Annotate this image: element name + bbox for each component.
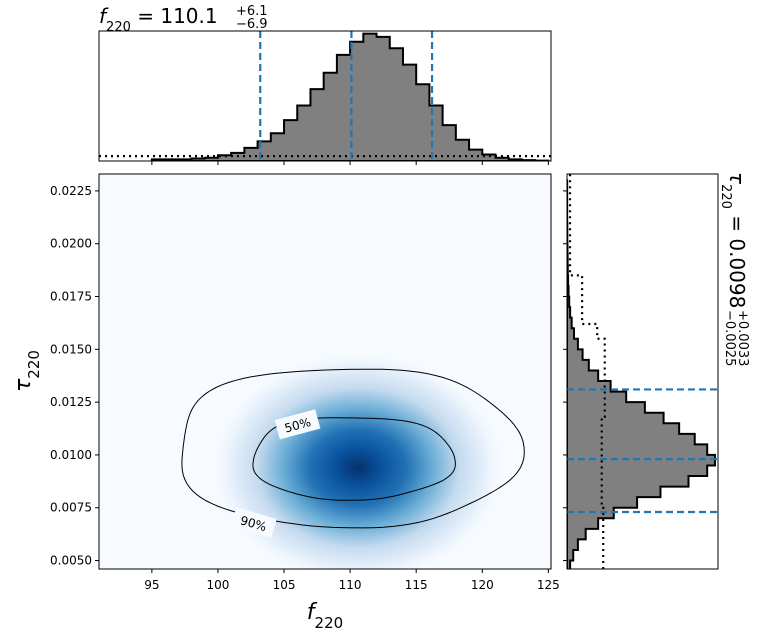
joint-density-panel: 50%90% 95 100 105 110 115 120 125 0.0050 0.0075 0… xyxy=(11,173,560,632)
x-axis-symbol: f xyxy=(307,600,318,625)
contour-label-bg-1 xyxy=(230,507,277,539)
x-tick-label-4: 115 xyxy=(405,578,428,592)
x-tick-label-5: 120 xyxy=(471,578,494,592)
joint-panel-frame xyxy=(98,173,552,570)
top-title-lower-error: −6.9 xyxy=(236,17,268,32)
y-tick-label-3: 0.0125 xyxy=(50,395,92,409)
top-title-symbol: f xyxy=(99,4,109,28)
contour-label-bg-0 xyxy=(274,409,321,440)
right-panel-ticks xyxy=(563,190,567,562)
right-panel-title-group: τ220 = 0.0098 +0.0033 −0.0025 xyxy=(719,172,751,366)
x-tick-label-3: 110 xyxy=(339,578,362,592)
x-tick-label-1: 100 xyxy=(206,578,229,592)
y-tick-label-5: 0.0175 xyxy=(50,290,92,304)
top-panel-ticks xyxy=(151,161,549,165)
y-tick-label-0: 0.0050 xyxy=(50,554,92,568)
y-tick-label-6: 0.0200 xyxy=(50,237,92,251)
y-axis-label-group: τ220 xyxy=(11,350,43,392)
contour-line-0 xyxy=(252,417,456,501)
top-title-value: = 110.1 xyxy=(131,4,218,28)
right-title-symbol: τ xyxy=(725,172,749,185)
y-tick-label-7: 0.0225 xyxy=(50,184,92,198)
y-axis-subscript: 220 xyxy=(25,350,43,379)
right-histogram-marks xyxy=(567,174,718,569)
y-axis-label: τ220 xyxy=(11,350,43,392)
right-panel-title: τ220 = 0.0098 xyxy=(719,172,750,308)
right-title-upper-error: +0.0033 xyxy=(735,310,750,366)
y-axis-symbol: τ xyxy=(11,378,36,392)
x-tick-label-6: 125 xyxy=(537,578,560,592)
right-panel-frame xyxy=(566,173,719,570)
right-marginal-panel: τ220 = 0.0098 +0.0033 −0.0025 xyxy=(563,172,751,570)
top-panel-frame xyxy=(98,30,552,162)
top-marginal-panel: f220 = 110.1 +6.1 −6.9 xyxy=(98,4,552,165)
x-tick-label-0: 95 xyxy=(144,578,159,592)
contour-label-0: 50% xyxy=(283,415,312,435)
top-histogram-bars xyxy=(150,32,550,161)
contour-line-1 xyxy=(181,368,525,529)
y-tick-label-2: 0.0100 xyxy=(50,448,92,462)
right-histogram-bars xyxy=(567,179,716,569)
right-title-value: = 0.0098 xyxy=(725,209,749,308)
x-axis-label: f220 xyxy=(307,600,343,632)
y-tick-label-4: 0.0150 xyxy=(50,342,92,356)
top-title-subscript: 220 xyxy=(106,20,131,35)
x-tick-label-2: 105 xyxy=(273,578,296,592)
top-panel-title: f220 = 110.1 xyxy=(99,4,218,35)
top-title-upper-error: +6.1 xyxy=(236,4,268,19)
x-axis-subscript: 220 xyxy=(315,614,344,632)
top-histogram-marks xyxy=(99,31,551,161)
credible-contours: 50%90% xyxy=(181,368,525,539)
right-title-subscript: 220 xyxy=(719,184,734,209)
y-tick-label-1: 0.0075 xyxy=(50,501,92,515)
right-title-lower-error: −0.0025 xyxy=(722,310,737,366)
density-heatmap xyxy=(208,349,508,569)
joint-panel-ticks: 95 100 105 110 115 120 125 0.0050 0.0075 0.0100 0.… xyxy=(50,184,560,592)
